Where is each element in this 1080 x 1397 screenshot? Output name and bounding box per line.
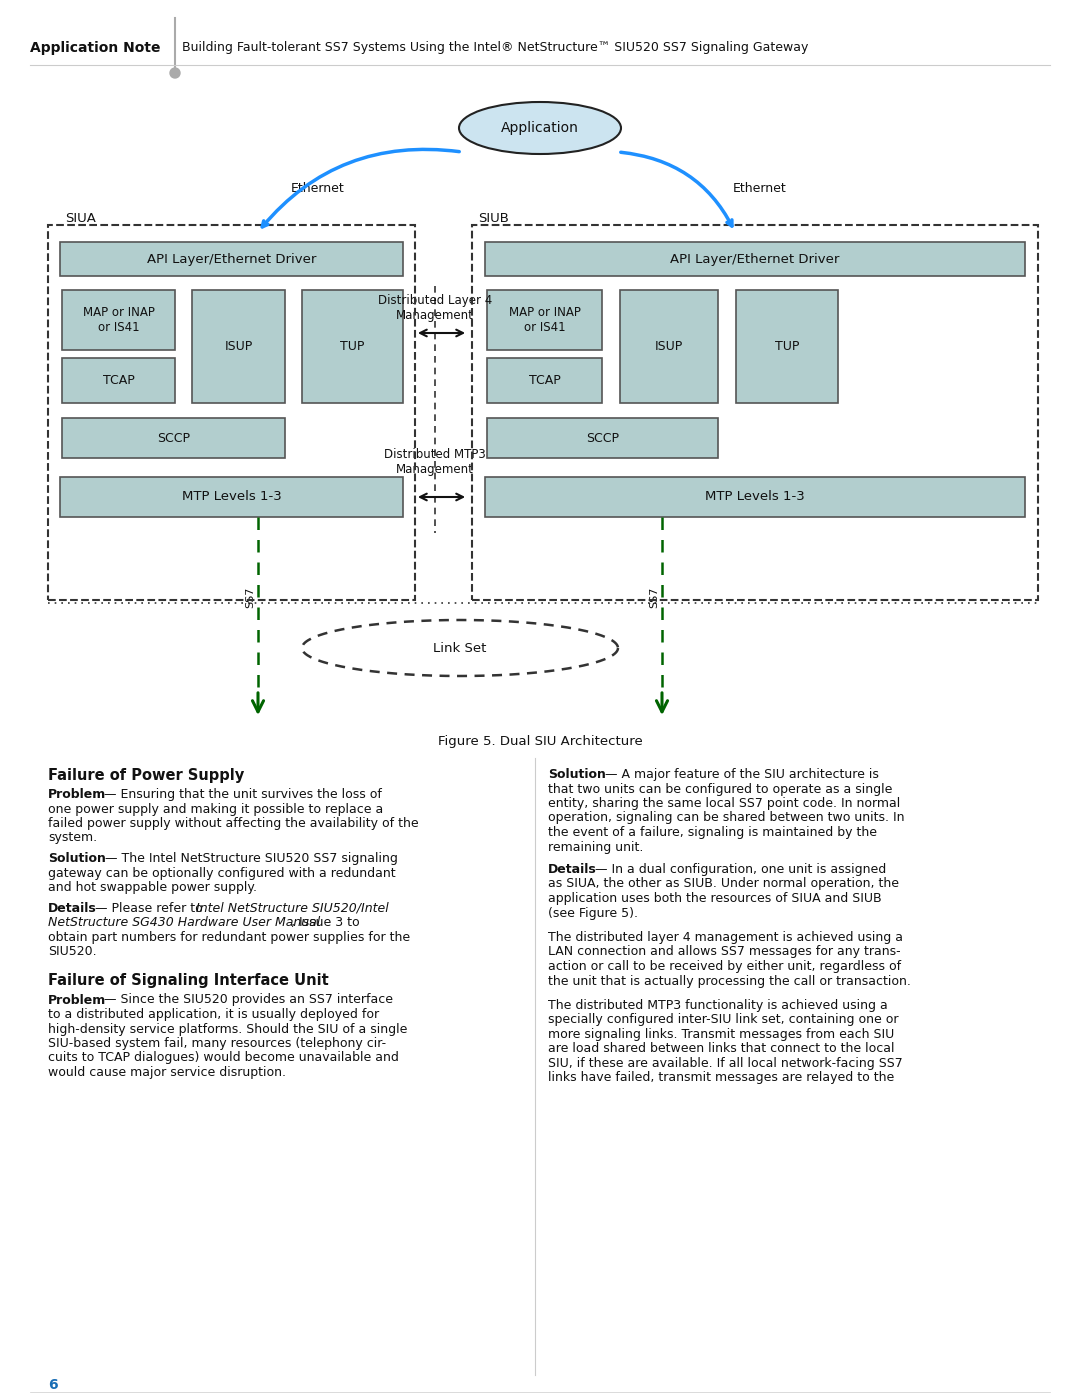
Text: MAP or INAP
or IS41: MAP or INAP or IS41 (82, 306, 154, 334)
Text: gateway can be optionally configured with a redundant: gateway can be optionally configured wit… (48, 866, 395, 880)
Text: API Layer/Ethernet Driver: API Layer/Ethernet Driver (671, 253, 839, 265)
Text: and hot swappable power supply.: and hot swappable power supply. (48, 882, 257, 894)
Text: Ethernet: Ethernet (733, 182, 787, 194)
Bar (48, 225, 415, 599)
Text: 6: 6 (48, 1377, 57, 1391)
Text: NetStructure SG430 Hardware User Manual: NetStructure SG430 Hardware User Manual (48, 916, 321, 929)
Text: The distributed MTP3 functionality is achieved using a: The distributed MTP3 functionality is ac… (548, 999, 888, 1011)
Text: Solution: Solution (48, 852, 106, 865)
Text: Application: Application (501, 122, 579, 136)
FancyBboxPatch shape (302, 291, 403, 402)
FancyBboxPatch shape (735, 291, 838, 402)
Text: The distributed layer 4 management is achieved using a: The distributed layer 4 management is ac… (548, 930, 903, 944)
Text: SIU-based system fail, many resources (telephony cir-: SIU-based system fail, many resources (t… (48, 1037, 387, 1051)
Text: Application Note: Application Note (30, 41, 161, 54)
FancyBboxPatch shape (62, 418, 285, 458)
Text: Details: Details (48, 901, 97, 915)
Text: application uses both the resources of SIUA and SIUB: application uses both the resources of S… (548, 893, 881, 905)
Text: SIU, if these are available. If all local network-facing SS7: SIU, if these are available. If all loca… (548, 1058, 903, 1070)
Text: high-density service platforms. Should the SIU of a single: high-density service platforms. Should t… (48, 1023, 407, 1035)
Text: SIU520.: SIU520. (48, 944, 96, 958)
Text: (see Figure 5).: (see Figure 5). (548, 907, 638, 919)
Text: system.: system. (48, 831, 97, 845)
Text: Problem: Problem (48, 993, 106, 1006)
Ellipse shape (302, 620, 618, 676)
Text: cuits to TCAP dialogues) would become unavailable and: cuits to TCAP dialogues) would become un… (48, 1052, 399, 1065)
Text: — A major feature of the SIU architecture is: — A major feature of the SIU architectur… (600, 768, 879, 781)
Text: MTP Levels 1-3: MTP Levels 1-3 (181, 490, 282, 503)
Text: Failure of Power Supply: Failure of Power Supply (48, 768, 244, 782)
Text: the event of a failure, signaling is maintained by the: the event of a failure, signaling is mai… (548, 826, 877, 840)
Text: specially configured inter-SIU link set, containing one or: specially configured inter-SIU link set,… (548, 1013, 899, 1027)
Circle shape (170, 68, 180, 78)
FancyBboxPatch shape (485, 476, 1025, 517)
Text: , Issue 3 to: , Issue 3 to (291, 916, 360, 929)
Text: TUP: TUP (774, 339, 799, 353)
Text: Intel NetStructure SIU520/Intel: Intel NetStructure SIU520/Intel (195, 901, 389, 915)
FancyBboxPatch shape (487, 291, 602, 351)
Text: — In a dual configuration, one unit is assigned: — In a dual configuration, one unit is a… (591, 863, 887, 876)
Text: API Layer/Ethernet Driver: API Layer/Ethernet Driver (147, 253, 316, 265)
Text: failed power supply without affecting the availability of the: failed power supply without affecting th… (48, 817, 419, 830)
FancyBboxPatch shape (192, 291, 285, 402)
Text: — Since the SIU520 provides an SS7 interface: — Since the SIU520 provides an SS7 inter… (100, 993, 393, 1006)
FancyBboxPatch shape (62, 358, 175, 402)
Text: — Ensuring that the unit survives the loss of: — Ensuring that the unit survives the lo… (100, 788, 382, 800)
Text: SIUB: SIUB (478, 211, 509, 225)
Text: Details: Details (548, 863, 597, 876)
Ellipse shape (459, 102, 621, 154)
Text: obtain part numbers for redundant power supplies for the: obtain part numbers for redundant power … (48, 930, 410, 943)
Text: ISUP: ISUP (225, 339, 253, 353)
Text: SS7: SS7 (649, 587, 659, 608)
Text: Link Set: Link Set (433, 641, 487, 655)
Text: more signaling links. Transmit messages from each SIU: more signaling links. Transmit messages … (548, 1028, 894, 1041)
FancyBboxPatch shape (62, 291, 175, 351)
Text: Distributed Layer 4
Management: Distributed Layer 4 Management (378, 293, 492, 321)
Text: ISUP: ISUP (654, 339, 684, 353)
Text: remaining unit.: remaining unit. (548, 841, 644, 854)
Text: operation, signaling can be shared between two units. In: operation, signaling can be shared betwe… (548, 812, 905, 824)
Text: Ethernet: Ethernet (292, 182, 345, 194)
Text: LAN connection and allows SS7 messages for any trans-: LAN connection and allows SS7 messages f… (548, 946, 901, 958)
Text: the unit that is actually processing the call or transaction.: the unit that is actually processing the… (548, 975, 910, 988)
Text: TUP: TUP (340, 339, 365, 353)
Text: SCCP: SCCP (586, 432, 619, 444)
Text: are load shared between links that connect to the local: are load shared between links that conne… (548, 1042, 894, 1056)
Bar (472, 225, 1038, 599)
Text: — The Intel NetStructure SIU520 SS7 signaling: — The Intel NetStructure SIU520 SS7 sign… (102, 852, 397, 865)
Text: — Please refer to: — Please refer to (91, 901, 206, 915)
Text: as SIUA, the other as SIUB. Under normal operation, the: as SIUA, the other as SIUB. Under normal… (548, 877, 899, 890)
Text: Failure of Signaling Interface Unit: Failure of Signaling Interface Unit (48, 974, 328, 989)
Text: Distributed MTP3
Management: Distributed MTP3 Management (384, 448, 486, 476)
Text: one power supply and making it possible to replace a: one power supply and making it possible … (48, 802, 383, 816)
FancyBboxPatch shape (487, 418, 718, 458)
Text: entity, sharing the same local SS7 point code. In normal: entity, sharing the same local SS7 point… (548, 798, 901, 810)
Text: TCAP: TCAP (103, 374, 134, 387)
Text: MTP Levels 1-3: MTP Levels 1-3 (705, 490, 805, 503)
FancyBboxPatch shape (620, 291, 718, 402)
Text: Figure 5. Dual SIU Architecture: Figure 5. Dual SIU Architecture (437, 735, 643, 749)
FancyBboxPatch shape (60, 476, 403, 517)
Text: would cause major service disruption.: would cause major service disruption. (48, 1066, 286, 1078)
Text: Solution: Solution (548, 768, 606, 781)
Text: Building Fault-tolerant SS7 Systems Using the Intel® NetStructure™ SIU520 SS7 Si: Building Fault-tolerant SS7 Systems Usin… (183, 42, 808, 54)
Text: links have failed, transmit messages are relayed to the: links have failed, transmit messages are… (548, 1071, 894, 1084)
Text: that two units can be configured to operate as a single: that two units can be configured to oper… (548, 782, 892, 795)
Text: to a distributed application, it is usually deployed for: to a distributed application, it is usua… (48, 1009, 379, 1021)
Text: MAP or INAP
or IS41: MAP or INAP or IS41 (509, 306, 580, 334)
Text: Problem: Problem (48, 788, 106, 800)
Text: TCAP: TCAP (528, 374, 561, 387)
FancyBboxPatch shape (485, 242, 1025, 277)
Text: action or call to be received by either unit, regardless of: action or call to be received by either … (548, 960, 901, 972)
Text: SIUA: SIUA (65, 211, 96, 225)
Text: SS7: SS7 (245, 587, 255, 608)
FancyBboxPatch shape (60, 242, 403, 277)
Text: SCCP: SCCP (157, 432, 190, 444)
FancyBboxPatch shape (487, 358, 602, 402)
